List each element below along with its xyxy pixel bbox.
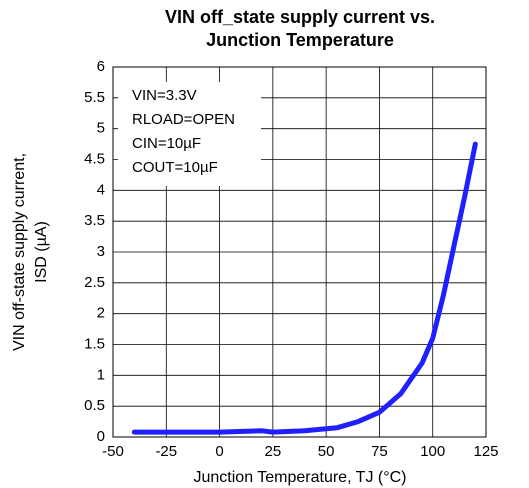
y-tick-label: 0 xyxy=(97,428,105,445)
y-tick-label: 3.5 xyxy=(84,212,105,229)
y-tick-label: 5.5 xyxy=(84,89,105,106)
annotation: COUT=10µF xyxy=(132,159,218,176)
x-tick-label: 125 xyxy=(473,443,498,460)
y-tick-label: 4.5 xyxy=(84,150,105,167)
y-tick-label: 4 xyxy=(97,181,105,198)
annotation-box xyxy=(118,82,261,186)
x-tick-label: -50 xyxy=(102,443,124,460)
y-tick-label: 5 xyxy=(97,120,105,137)
y-tick-label: 6 xyxy=(97,58,105,75)
x-tick-label: 100 xyxy=(420,443,445,460)
x-axis-label: Junction Temperature, TJ (°C) xyxy=(194,469,407,486)
y-tick-label: 1 xyxy=(97,366,105,383)
y-axis-label: VIN off-state supply current, xyxy=(11,153,28,351)
y-tick-label: 3 xyxy=(97,243,105,260)
annotation: VIN=3.3V xyxy=(132,87,197,104)
x-tick-label: -25 xyxy=(155,443,177,460)
y-tick-label: 0.5 xyxy=(84,397,105,414)
x-tick-label: 50 xyxy=(318,443,335,460)
x-tick-label: 25 xyxy=(265,443,282,460)
y-axis-label: ISD (µA) xyxy=(33,221,50,283)
chart-title: Junction Temperature xyxy=(206,30,394,50)
y-tick-label: 1.5 xyxy=(84,335,105,352)
x-tick-label: 0 xyxy=(215,443,223,460)
series-line xyxy=(131,141,478,435)
annotation: RLOAD=OPEN xyxy=(132,111,235,128)
y-tick-label: 2 xyxy=(97,305,105,322)
annotation: CIN=10µF xyxy=(132,135,201,152)
chart-title: VIN off_state supply current vs. xyxy=(165,7,435,27)
y-tick-label: 2.5 xyxy=(84,274,105,291)
x-tick-label: 75 xyxy=(371,443,388,460)
